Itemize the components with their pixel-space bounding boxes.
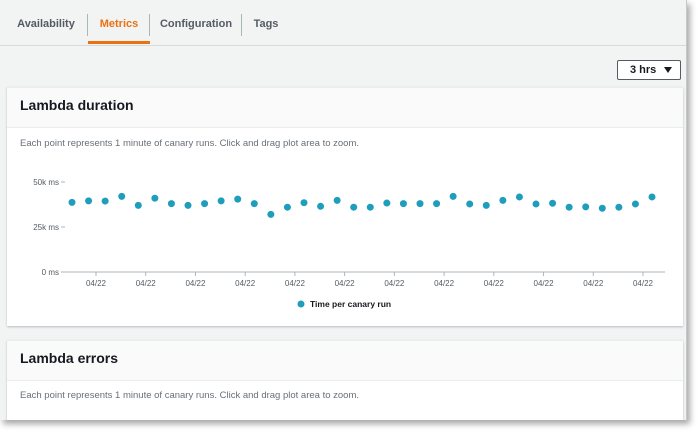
- data-point[interactable]: [68, 198, 76, 206]
- y-tick-label: 50k ms: [33, 178, 59, 187]
- x-tick-label: 04/22: [583, 279, 604, 288]
- panel-header: Lambda duration: [7, 88, 683, 128]
- tab-divider: [241, 14, 242, 36]
- data-point[interactable]: [515, 193, 523, 201]
- x-tick-label: 04/22: [235, 279, 256, 288]
- tab-tags[interactable]: Tags: [253, 18, 279, 30]
- x-tick-label: 04/22: [633, 279, 654, 288]
- data-point[interactable]: [85, 197, 93, 205]
- data-point[interactable]: [565, 203, 573, 211]
- data-point[interactable]: [598, 204, 606, 212]
- x-tick-label: 04/22: [185, 279, 206, 288]
- data-point[interactable]: [134, 201, 142, 209]
- x-tick-label: 04/22: [484, 279, 505, 288]
- data-point[interactable]: [283, 203, 291, 211]
- legend-marker[interactable]: [297, 300, 305, 308]
- time-range-value: 3 hrs: [630, 64, 657, 76]
- y-tick-label: 0 ms: [42, 268, 59, 277]
- data-point[interactable]: [482, 201, 490, 209]
- x-tick-label: 04/22: [285, 279, 306, 288]
- caret-down-icon: [664, 67, 672, 73]
- data-point[interactable]: [151, 194, 159, 202]
- data-point[interactable]: [267, 210, 275, 218]
- data-point[interactable]: [399, 200, 407, 208]
- data-point[interactable]: [648, 193, 656, 201]
- data-point[interactable]: [466, 200, 474, 208]
- data-point[interactable]: [101, 197, 109, 205]
- data-point[interactable]: [201, 200, 209, 208]
- tab-divider: [149, 14, 150, 36]
- tab-availability[interactable]: Availability: [17, 18, 75, 30]
- x-tick-label: 04/22: [384, 279, 405, 288]
- data-point[interactable]: [350, 203, 358, 211]
- panel-title: Lambda errors: [20, 350, 119, 366]
- lambda-errors-panel: Lambda errors Each point represents 1 mi…: [7, 340, 683, 420]
- tab-bar: Availability Metrics Configuration Tags: [0, 0, 686, 46]
- data-point[interactable]: [366, 203, 374, 211]
- time-range-select[interactable]: 3 hrs: [617, 60, 681, 80]
- x-tick-label: 04/22: [136, 279, 157, 288]
- lambda-duration-panel: Lambda duration Each point represents 1 …: [7, 87, 683, 326]
- data-point[interactable]: [549, 199, 557, 207]
- x-tick-label: 04/22: [534, 279, 555, 288]
- panel-header: Lambda errors: [7, 341, 683, 381]
- data-point[interactable]: [631, 200, 639, 208]
- panel-description: Each point represents 1 minute of canary…: [20, 138, 360, 149]
- data-point[interactable]: [532, 200, 540, 208]
- data-point[interactable]: [416, 200, 424, 208]
- data-point[interactable]: [250, 200, 258, 208]
- tab-metrics[interactable]: Metrics: [99, 18, 139, 30]
- legend-label[interactable]: Time per canary run: [310, 299, 391, 309]
- lambda-duration-chart[interactable]: 50k ms 25k ms 0 ms 04/22 04/22 04/22 04/22 04/…: [7, 88, 683, 326]
- x-tick-label: 04/22: [86, 279, 107, 288]
- data-point[interactable]: [234, 195, 242, 203]
- data-point[interactable]: [615, 203, 623, 211]
- data-point[interactable]: [300, 199, 308, 207]
- tab-configuration[interactable]: Configuration: [159, 18, 233, 30]
- data-point[interactable]: [433, 200, 441, 208]
- active-tab-indicator: [88, 41, 150, 44]
- panel-title: Lambda duration: [20, 97, 134, 113]
- x-tick-label: 04/22: [335, 279, 356, 288]
- data-point[interactable]: [167, 200, 175, 208]
- data-point[interactable]: [449, 192, 457, 200]
- panel-description: Each point represents 1 minute of canary…: [20, 390, 360, 401]
- data-point[interactable]: [184, 201, 192, 209]
- data-point[interactable]: [217, 197, 225, 205]
- y-tick-label: 25k ms: [33, 223, 59, 232]
- data-point[interactable]: [317, 202, 325, 210]
- data-point[interactable]: [582, 203, 590, 211]
- data-point[interactable]: [499, 196, 507, 204]
- data-point[interactable]: [383, 199, 391, 207]
- data-point[interactable]: [118, 192, 126, 200]
- x-tick-label: 04/22: [434, 279, 455, 288]
- app-frame: Availability Metrics Configuration Tags …: [0, 0, 687, 420]
- data-point[interactable]: [333, 196, 341, 204]
- tab-divider: [87, 14, 88, 36]
